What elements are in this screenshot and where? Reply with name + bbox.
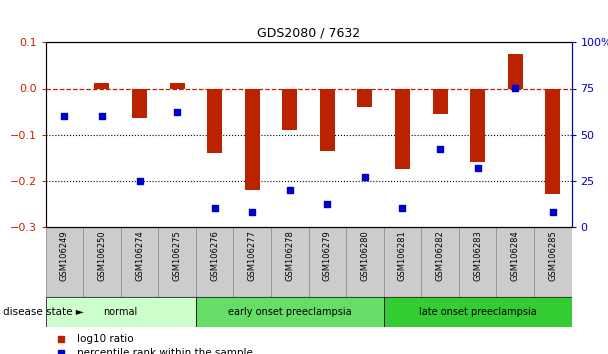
Bar	[534, 227, 572, 297]
Point	[210, 205, 219, 211]
Text: disease state ►: disease state ►	[3, 307, 84, 318]
Point	[285, 187, 295, 193]
Text: GSM106284: GSM106284	[511, 230, 520, 281]
Point	[398, 205, 407, 211]
Bar	[508, 54, 523, 88]
Bar	[432, 88, 447, 114]
Text: normal: normal	[103, 307, 138, 318]
Point	[435, 147, 445, 152]
Point	[548, 209, 558, 215]
Text: GSM106281: GSM106281	[398, 230, 407, 281]
Bar	[421, 227, 459, 297]
Bar	[545, 88, 560, 194]
Bar	[233, 227, 271, 297]
Text: GSM106276: GSM106276	[210, 230, 219, 281]
Text: GSM106282: GSM106282	[435, 230, 444, 281]
Point	[473, 165, 483, 171]
Bar	[244, 88, 260, 190]
Point	[247, 209, 257, 215]
Text: log10 ratio: log10 ratio	[77, 333, 134, 344]
Bar	[395, 88, 410, 169]
Text: percentile rank within the sample: percentile rank within the sample	[77, 348, 253, 354]
Text: GSM106275: GSM106275	[173, 230, 182, 281]
Bar	[83, 227, 121, 297]
Bar	[196, 227, 233, 297]
Bar	[308, 227, 346, 297]
Bar	[459, 227, 496, 297]
Bar	[496, 227, 534, 297]
Bar	[346, 227, 384, 297]
Bar	[46, 297, 196, 327]
Text: early onset preeclampsia: early onset preeclampsia	[228, 307, 351, 318]
Point	[97, 113, 107, 119]
Title: GDS2080 / 7632: GDS2080 / 7632	[257, 27, 360, 40]
Bar	[46, 227, 83, 297]
Bar	[384, 227, 421, 297]
Text: late onset preeclampsia: late onset preeclampsia	[419, 307, 536, 318]
Bar	[158, 227, 196, 297]
Text: GSM106283: GSM106283	[473, 230, 482, 281]
Bar	[207, 88, 222, 153]
Text: GSM106280: GSM106280	[361, 230, 370, 281]
Bar	[94, 83, 109, 88]
Bar	[320, 88, 335, 151]
Text: GSM106278: GSM106278	[285, 230, 294, 281]
Bar	[282, 88, 297, 130]
Text: GSM106277: GSM106277	[247, 230, 257, 281]
Text: GSM106274: GSM106274	[135, 230, 144, 281]
Point	[134, 178, 144, 183]
Text: GSM106250: GSM106250	[97, 230, 106, 281]
Point	[360, 174, 370, 180]
Bar	[121, 227, 158, 297]
Text: GSM106249: GSM106249	[60, 230, 69, 281]
Text: GSM106285: GSM106285	[548, 230, 558, 281]
Point	[172, 110, 182, 115]
Text: GSM106279: GSM106279	[323, 230, 332, 281]
Bar	[384, 297, 572, 327]
Bar	[132, 88, 147, 118]
Bar	[196, 297, 384, 327]
Point	[322, 202, 332, 207]
Bar	[358, 88, 373, 107]
Bar	[271, 227, 308, 297]
Point	[60, 113, 69, 119]
Bar	[470, 88, 485, 162]
Point	[510, 86, 520, 91]
Bar	[170, 83, 185, 88]
